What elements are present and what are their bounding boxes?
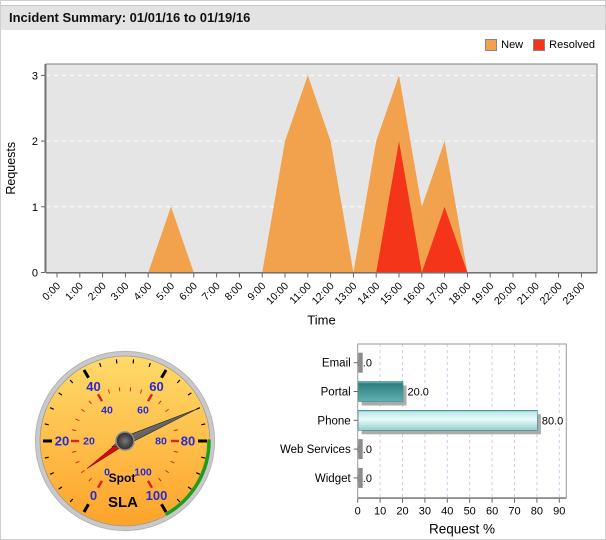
- svg-text:20: 20: [55, 434, 69, 449]
- svg-text:19:00: 19:00: [469, 280, 496, 307]
- svg-text:0: 0: [355, 506, 361, 518]
- svg-text:60: 60: [137, 404, 149, 416]
- svg-text:40: 40: [101, 404, 113, 416]
- svg-text:80: 80: [181, 434, 195, 449]
- bar-web-services[interactable]: [358, 439, 363, 460]
- svg-text:13:00: 13:00: [332, 280, 359, 307]
- svg-text:20:00: 20:00: [492, 280, 519, 307]
- svg-text:0: 0: [90, 488, 97, 503]
- svg-text:0:00: 0:00: [40, 280, 63, 303]
- svg-text:18:00: 18:00: [446, 280, 473, 307]
- bar-value-portal: 20.0: [408, 387, 429, 399]
- svg-text:30: 30: [419, 506, 431, 518]
- svg-text:5:00: 5:00: [154, 280, 177, 303]
- gauge-inner-scale: 0 20 40 60 80 100: [71, 387, 179, 489]
- legend-swatch-resolved-icon: [533, 39, 546, 51]
- svg-text:17:00: 17:00: [424, 280, 451, 307]
- legend-item-resolved: Resolved: [533, 39, 595, 51]
- svg-text:100: 100: [134, 467, 152, 479]
- svg-text:10: 10: [374, 506, 386, 518]
- legend-label-resolved: Resolved: [549, 39, 595, 51]
- title-bar: Incident Summary: 01/01/16 to 01/19/16: [1, 5, 605, 30]
- svg-text:50: 50: [464, 506, 476, 518]
- svg-text:10:00: 10:00: [264, 280, 291, 307]
- svg-text:23:00: 23:00: [560, 280, 587, 307]
- x-axis-label: Time: [307, 313, 335, 328]
- gauge-outer-scale: 0 20 40 60 80 100: [43, 359, 207, 513]
- svg-text:22:00: 22:00: [538, 280, 565, 307]
- bar-value-phone: 80.0: [542, 415, 563, 427]
- legend-label-new: New: [501, 39, 524, 51]
- gauge-spot-label: Spot: [109, 471, 136, 485]
- chart-legend: New Resolved: [485, 39, 595, 51]
- bars: 0.020.080.00.00.0: [357, 352, 563, 488]
- svg-text:90: 90: [553, 506, 565, 518]
- legend-item-new: New: [485, 39, 523, 51]
- svg-text:40: 40: [441, 506, 453, 518]
- svg-text:80: 80: [155, 436, 167, 448]
- svg-text:Phone: Phone: [317, 415, 350, 427]
- legend-swatch-new-icon: [485, 39, 498, 51]
- page-title: Incident Summary: 01/01/16 to 01/19/16: [9, 10, 251, 25]
- y-axis: 0 1 2 3: [32, 64, 46, 280]
- svg-text:1:00: 1:00: [63, 280, 86, 303]
- svg-text:2:00: 2:00: [86, 280, 109, 303]
- svg-text:100: 100: [146, 488, 168, 503]
- svg-text:7:00: 7:00: [200, 280, 223, 303]
- svg-text:60: 60: [486, 506, 498, 518]
- svg-text:80: 80: [531, 506, 543, 518]
- value-axis: 0 10 20 30 40 50 60 70 80 90: [355, 497, 567, 518]
- svg-text:2: 2: [32, 136, 38, 148]
- svg-text:20: 20: [396, 506, 408, 518]
- svg-text:0: 0: [32, 268, 38, 280]
- svg-text:3: 3: [32, 70, 38, 82]
- category-axis: Email Portal Phone Web Services Widget: [280, 358, 358, 485]
- svg-text:Portal: Portal: [321, 387, 351, 399]
- svg-text:Email: Email: [322, 358, 351, 370]
- y-axis-label: Requests: [4, 142, 18, 195]
- svg-text:Widget: Widget: [315, 473, 352, 485]
- area-series-resolved: [57, 141, 582, 273]
- gauge-ring: [36, 352, 214, 530]
- gauge-green-range-arc: [165, 439, 211, 516]
- bar-portal[interactable]: [357, 381, 404, 402]
- bar-widget[interactable]: [358, 467, 363, 488]
- svg-text:12:00: 12:00: [310, 280, 337, 307]
- bar-email[interactable]: [358, 352, 363, 373]
- svg-text:Web Services: Web Services: [280, 444, 351, 456]
- svg-text:3:00: 3:00: [109, 280, 132, 303]
- x-axis: 0:00 1:00 2:00 3:00 4:00 5:00 6:00 7:00 8:00 9:00…: [40, 272, 597, 307]
- svg-text:1: 1: [32, 202, 38, 214]
- svg-text:8:00: 8:00: [223, 280, 246, 303]
- gridlines: [379, 344, 560, 498]
- bar-phone[interactable]: [357, 410, 538, 431]
- svg-text:21:00: 21:00: [515, 280, 542, 307]
- svg-text:14:00: 14:00: [355, 280, 382, 307]
- svg-text:6:00: 6:00: [177, 280, 200, 303]
- gauge-sla-label: SLA: [108, 494, 138, 511]
- bar-x-axis-label: Request %: [429, 522, 495, 537]
- svg-text:60: 60: [149, 379, 163, 394]
- svg-text:16:00: 16:00: [401, 280, 428, 307]
- svg-text:0: 0: [104, 467, 110, 479]
- area-series-new: [57, 75, 582, 273]
- svg-text:70: 70: [508, 506, 520, 518]
- gauge-outer-rim: [34, 350, 216, 532]
- gauge-center-cap: [115, 431, 135, 451]
- svg-text:4:00: 4:00: [131, 280, 154, 303]
- incidents-area-chart[interactable]: 0 1 2 3 Requests 0:00 1:00 2:00 3:00 4:00 5:00 6:00…: [1, 56, 606, 341]
- svg-text:20: 20: [83, 436, 95, 448]
- svg-text:15:00: 15:00: [378, 280, 405, 307]
- svg-text:11:00: 11:00: [287, 280, 314, 307]
- svg-text:40: 40: [86, 379, 100, 394]
